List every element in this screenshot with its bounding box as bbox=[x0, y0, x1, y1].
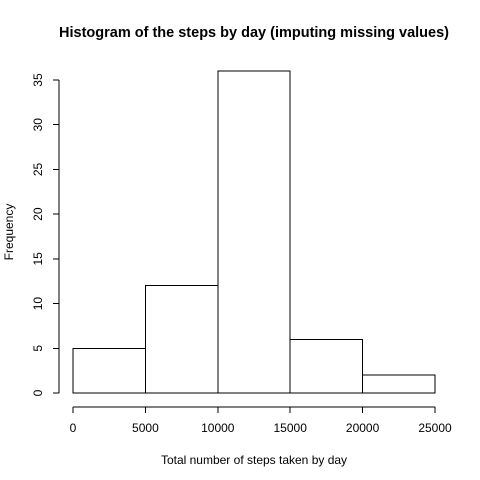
x-tick-label-0: 0 bbox=[70, 421, 77, 435]
histogram-bar-3 bbox=[289, 338, 364, 394]
x-tick-label-3: 15000 bbox=[274, 421, 308, 435]
y-tick-label-3: 15 bbox=[31, 252, 45, 266]
x-tick-label-5: 25000 bbox=[418, 421, 452, 435]
x-tick-label-1: 5000 bbox=[132, 421, 159, 435]
y-tick-label-1: 5 bbox=[31, 345, 45, 352]
y-tick-label-4: 20 bbox=[31, 207, 45, 221]
y-axis-label: Frequency bbox=[2, 204, 16, 261]
x-axis: 0 5000 10000 15000 20000 25000 bbox=[70, 406, 452, 435]
chart-title: Histogram of the steps by day (imputing … bbox=[59, 25, 449, 41]
y-tick-label-7: 35 bbox=[31, 73, 45, 87]
bars-group bbox=[72, 70, 436, 394]
x-axis-label: Total number of steps taken by day bbox=[161, 453, 347, 467]
histogram-bar-4 bbox=[362, 374, 436, 394]
x-tick-label-2: 10000 bbox=[201, 421, 235, 435]
histogram-bar-1 bbox=[144, 285, 219, 394]
histogram-bar-0 bbox=[72, 347, 146, 394]
y-axis: 0 5 10 15 20 25 30 35 bbox=[31, 73, 60, 396]
y-tick-label-5: 25 bbox=[31, 162, 45, 176]
y-tick-label-0: 0 bbox=[31, 389, 45, 396]
histogram-bar-2 bbox=[217, 70, 291, 394]
y-tick-label-6: 30 bbox=[31, 118, 45, 132]
y-tick-label-2: 10 bbox=[31, 297, 45, 311]
x-tick-label-4: 20000 bbox=[346, 421, 380, 435]
